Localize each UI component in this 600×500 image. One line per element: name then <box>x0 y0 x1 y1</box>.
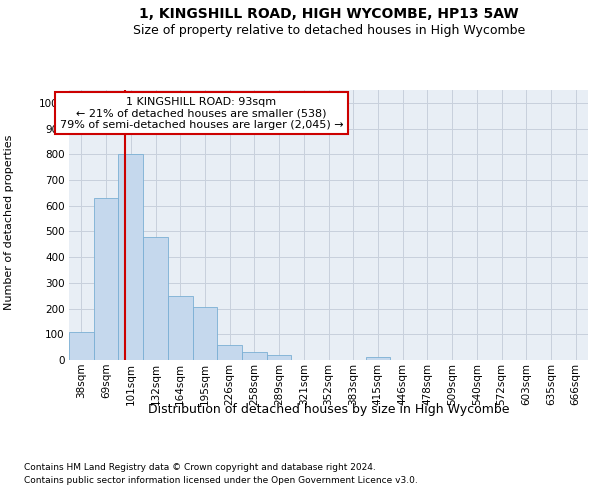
Text: Number of detached properties: Number of detached properties <box>4 135 14 310</box>
Bar <box>118 154 143 360</box>
Bar <box>143 236 168 360</box>
Bar <box>69 332 94 360</box>
Bar <box>242 352 267 360</box>
Text: 1 KINGSHILL ROAD: 93sqm
← 21% of detached houses are smaller (538)
79% of semi-d: 1 KINGSHILL ROAD: 93sqm ← 21% of detache… <box>59 96 343 130</box>
Text: Size of property relative to detached houses in High Wycombe: Size of property relative to detached ho… <box>133 24 525 37</box>
Bar <box>365 358 390 360</box>
Text: 1, KINGSHILL ROAD, HIGH WYCOMBE, HP13 5AW: 1, KINGSHILL ROAD, HIGH WYCOMBE, HP13 5A… <box>139 8 518 22</box>
Text: Distribution of detached houses by size in High Wycombe: Distribution of detached houses by size … <box>148 402 509 415</box>
Bar <box>217 344 242 360</box>
Bar <box>168 296 193 360</box>
Bar <box>94 198 118 360</box>
Text: Contains HM Land Registry data © Crown copyright and database right 2024.: Contains HM Land Registry data © Crown c… <box>24 462 376 471</box>
Bar <box>267 356 292 360</box>
Bar <box>193 308 217 360</box>
Text: Contains public sector information licensed under the Open Government Licence v3: Contains public sector information licen… <box>24 476 418 485</box>
